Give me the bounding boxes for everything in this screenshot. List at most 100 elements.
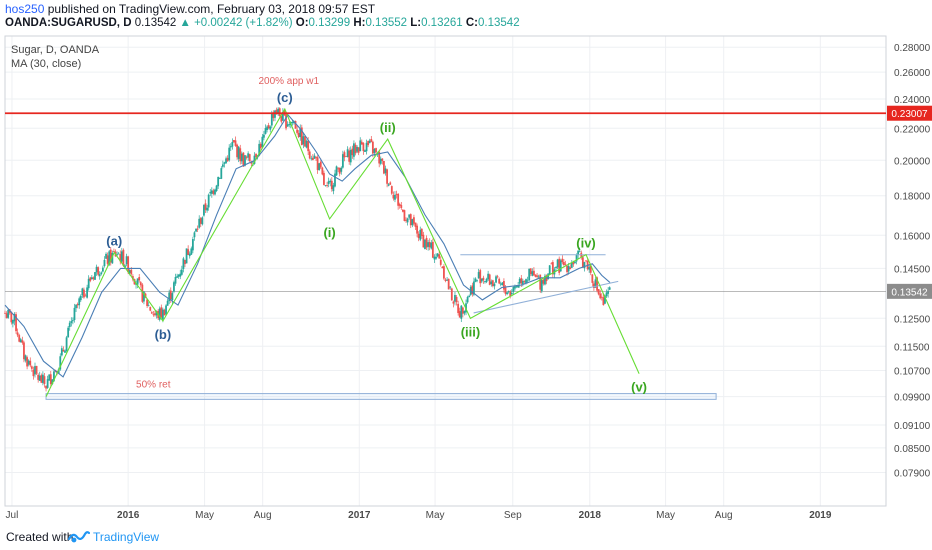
tradingview-link[interactable]: TradingView — [93, 530, 160, 544]
candle-body — [318, 163, 321, 171]
candle-body — [239, 148, 242, 162]
candle-body — [458, 311, 461, 318]
candle-body — [365, 142, 368, 152]
candle-body — [547, 273, 550, 280]
candle-body — [13, 313, 16, 322]
candle-body — [83, 289, 85, 298]
candle-body — [427, 242, 430, 247]
candle-body — [447, 278, 450, 290]
candle-body — [207, 194, 210, 208]
x-tick-label: May — [426, 510, 445, 521]
candle-body — [269, 126, 272, 130]
candle-body — [190, 248, 193, 255]
candle-body — [68, 322, 71, 328]
candle-body — [488, 274, 491, 285]
candle-body — [597, 289, 600, 295]
candle-body — [420, 228, 423, 237]
candle-body — [212, 190, 215, 194]
candle-body — [599, 293, 602, 299]
candle-body — [343, 152, 346, 158]
x-tick-label: May — [195, 510, 214, 521]
candle-body — [406, 218, 409, 223]
candle-body — [101, 267, 104, 272]
candle-body — [319, 161, 322, 168]
candle-body — [191, 239, 194, 251]
x-tick-label: Jul — [6, 510, 19, 521]
candle-body — [253, 155, 256, 164]
candle-body — [46, 379, 49, 388]
candle-body — [608, 287, 611, 290]
candle-body — [395, 194, 398, 195]
candle-body — [51, 379, 54, 385]
candle-body — [403, 210, 406, 221]
candle-body — [370, 139, 373, 142]
candle-body — [581, 257, 584, 267]
publish-text: published on TradingView.com, February 0… — [47, 2, 376, 16]
candle-body — [362, 143, 365, 152]
candle-body — [98, 274, 101, 277]
candle-body — [163, 309, 166, 316]
tradingview-logo-icon[interactable] — [68, 528, 90, 544]
candle-body — [566, 265, 568, 273]
candle-body — [430, 242, 433, 249]
candle-body — [34, 366, 36, 375]
candle-body — [215, 185, 218, 192]
candle-body — [523, 280, 526, 282]
candle-body — [174, 277, 177, 284]
y-tick-label: 0.16000 — [894, 231, 931, 242]
candle-body — [476, 279, 478, 281]
symbol: OANDA:SUGARUSD, D — [5, 17, 132, 29]
candle-body — [559, 260, 562, 272]
candle-body — [179, 273, 182, 277]
candle-body — [32, 369, 35, 377]
candle-body — [237, 146, 240, 159]
candle-body — [517, 285, 520, 288]
candle-body — [259, 143, 262, 149]
candle-body — [198, 218, 201, 228]
candle-body — [285, 114, 287, 129]
candle-body — [588, 267, 591, 270]
candle-body — [220, 168, 223, 179]
low-value: 0.13261 — [421, 17, 463, 29]
candle-body — [62, 349, 65, 352]
candle-body — [544, 275, 546, 285]
candle-body — [304, 136, 306, 147]
candle-body — [43, 376, 46, 384]
chart-legend-title: Sugar, D, OANDA — [11, 44, 100, 56]
candle-body — [435, 256, 437, 259]
candle-body — [313, 155, 316, 159]
candle-body — [444, 279, 447, 282]
candle-body — [27, 360, 30, 365]
price-chart[interactable]: 50% ret (a) (b) (c) 200% app w1 (i) (ii) (iii) (… — [0, 0, 932, 522]
candle-body — [214, 189, 216, 195]
author-link[interactable]: hos250 — [5, 2, 45, 16]
candle-body — [348, 150, 351, 162]
candle-body — [337, 168, 340, 170]
candle-body — [368, 140, 371, 144]
y-tick-label: 0.12500 — [894, 314, 931, 325]
candle-body — [59, 356, 62, 370]
candle-body — [512, 286, 515, 292]
candle-body — [574, 261, 576, 264]
wave-label: (v) — [631, 380, 647, 395]
candle-body — [405, 219, 407, 221]
candle-body — [531, 271, 534, 276]
candle-body — [37, 374, 40, 380]
candle-body — [550, 263, 553, 265]
candle-body — [122, 249, 125, 266]
candle-body — [125, 256, 128, 265]
y-tick-label: 0.09100 — [894, 421, 931, 432]
candle-body — [261, 136, 264, 147]
candle-body — [296, 129, 298, 133]
candle-body — [76, 304, 79, 306]
candle-body — [103, 259, 106, 267]
candle-body — [335, 166, 338, 176]
candle-body — [109, 249, 112, 263]
candle-body — [35, 365, 38, 374]
candle-body — [593, 283, 595, 289]
y-tick-label: 0.20000 — [894, 156, 931, 167]
candle-body — [294, 121, 297, 129]
candle-body — [490, 281, 493, 285]
candle-body — [515, 286, 518, 287]
candle-body — [520, 278, 523, 284]
